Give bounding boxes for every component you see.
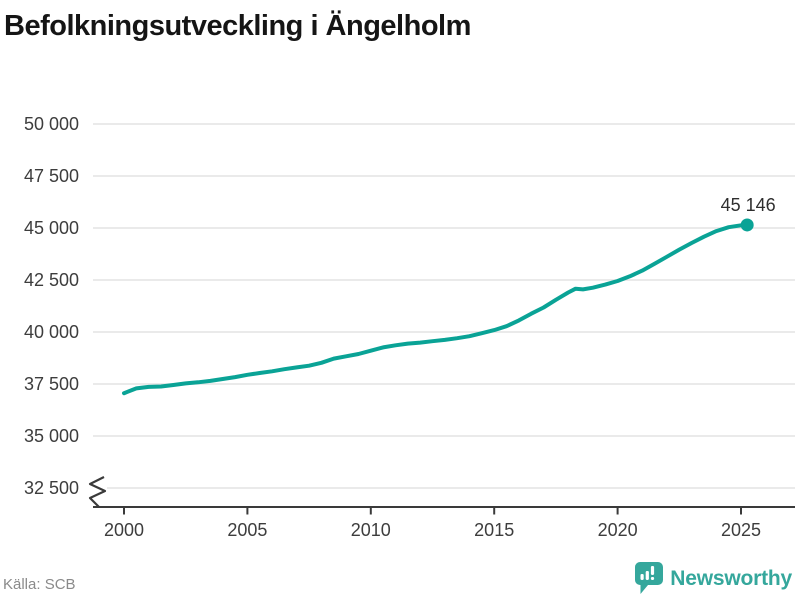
source-note: Källa: SCB xyxy=(3,576,76,593)
endpoint-value-label: 45 146 xyxy=(721,195,776,215)
y-tick-label: 45 000 xyxy=(24,218,79,238)
y-tick-label: 35 000 xyxy=(24,426,79,446)
x-tick-label: 2020 xyxy=(598,520,638,540)
y-tick-label: 47 500 xyxy=(24,166,79,186)
axis-break-zigzag xyxy=(88,476,107,508)
y-tick-label: 32 500 xyxy=(24,478,79,498)
y-tick-label: 37 500 xyxy=(24,374,79,394)
population-line xyxy=(122,223,750,396)
y-tick-label: 42 500 xyxy=(24,270,79,290)
x-tick-label: 2025 xyxy=(721,520,761,540)
newsworthy-bubble-chart-icon xyxy=(635,562,664,594)
newsworthy-logo[interactable]: Newsworthy xyxy=(635,562,792,595)
y-tick-label: 50 000 xyxy=(24,114,79,134)
endpoint-marker xyxy=(740,218,754,232)
x-tick-label: 2015 xyxy=(474,520,514,540)
chart-title: Befolkningsutveckling i Ängelholm xyxy=(4,10,471,42)
newsworthy-logo-text: Newsworthy xyxy=(670,566,792,590)
y-tick-label: 40 000 xyxy=(24,322,79,342)
x-tick-label: 2010 xyxy=(351,520,391,540)
x-tick-label: 2000 xyxy=(104,520,144,540)
x-tick-label: 2005 xyxy=(227,520,267,540)
